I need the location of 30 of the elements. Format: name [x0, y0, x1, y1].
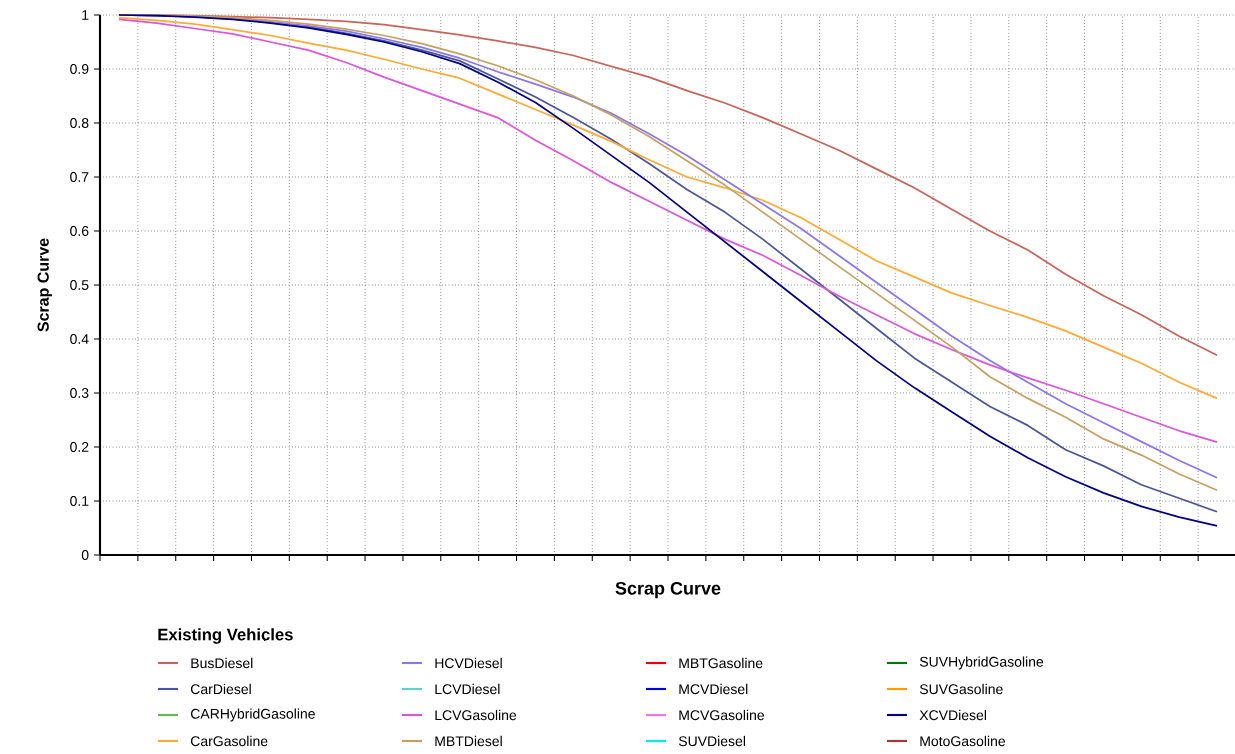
legend-label: SUVDiesel — [678, 735, 746, 747]
legend-label: XCVDiesel — [919, 709, 987, 721]
legend-label: CarGasoline — [190, 735, 268, 747]
y-tick-label: 0.9 — [70, 64, 89, 74]
legend-label: SUVGasoline — [919, 683, 1003, 695]
y-tick-label: 0 — [81, 550, 89, 560]
legend-label: MBTDiesel — [435, 735, 502, 747]
legend-label: LCVGasoline — [435, 709, 517, 721]
legend-title: Existing Vehicles — [158, 628, 293, 644]
legend-label: CARHybridGasoline — [190, 708, 315, 722]
y-tick-label: 0.2 — [70, 442, 89, 452]
legend-label: BusDiesel — [191, 657, 253, 669]
y-tick-label: 0.4 — [70, 334, 89, 344]
legend-label: MBTGasoline — [679, 657, 763, 669]
legend-label: SUVHybridGasoline — [919, 656, 1044, 670]
y-tick-label: 1 — [82, 10, 89, 20]
legend-label: HCVDiesel — [435, 657, 502, 669]
y-tick-label: 0.1 — [70, 496, 89, 506]
y-tick-label: 0.8 — [70, 118, 89, 128]
x-axis-title: Scrap Curve — [615, 581, 721, 599]
y-tick-label: 0.6 — [70, 226, 89, 236]
legend-label: CarDiesel — [190, 683, 251, 695]
y-tick-label: 0.5 — [70, 280, 89, 290]
y-axis-title: Scrap Curve — [37, 238, 53, 332]
legend-label: MCVGasoline — [679, 709, 764, 721]
legend-label: LCVDiesel — [435, 683, 500, 695]
legend-label: MCVDiesel — [679, 683, 748, 695]
y-tick-label: 0.3 — [70, 388, 89, 398]
legend-label: MotoGasoline — [920, 735, 1006, 747]
y-tick-label: 0.7 — [70, 172, 89, 182]
